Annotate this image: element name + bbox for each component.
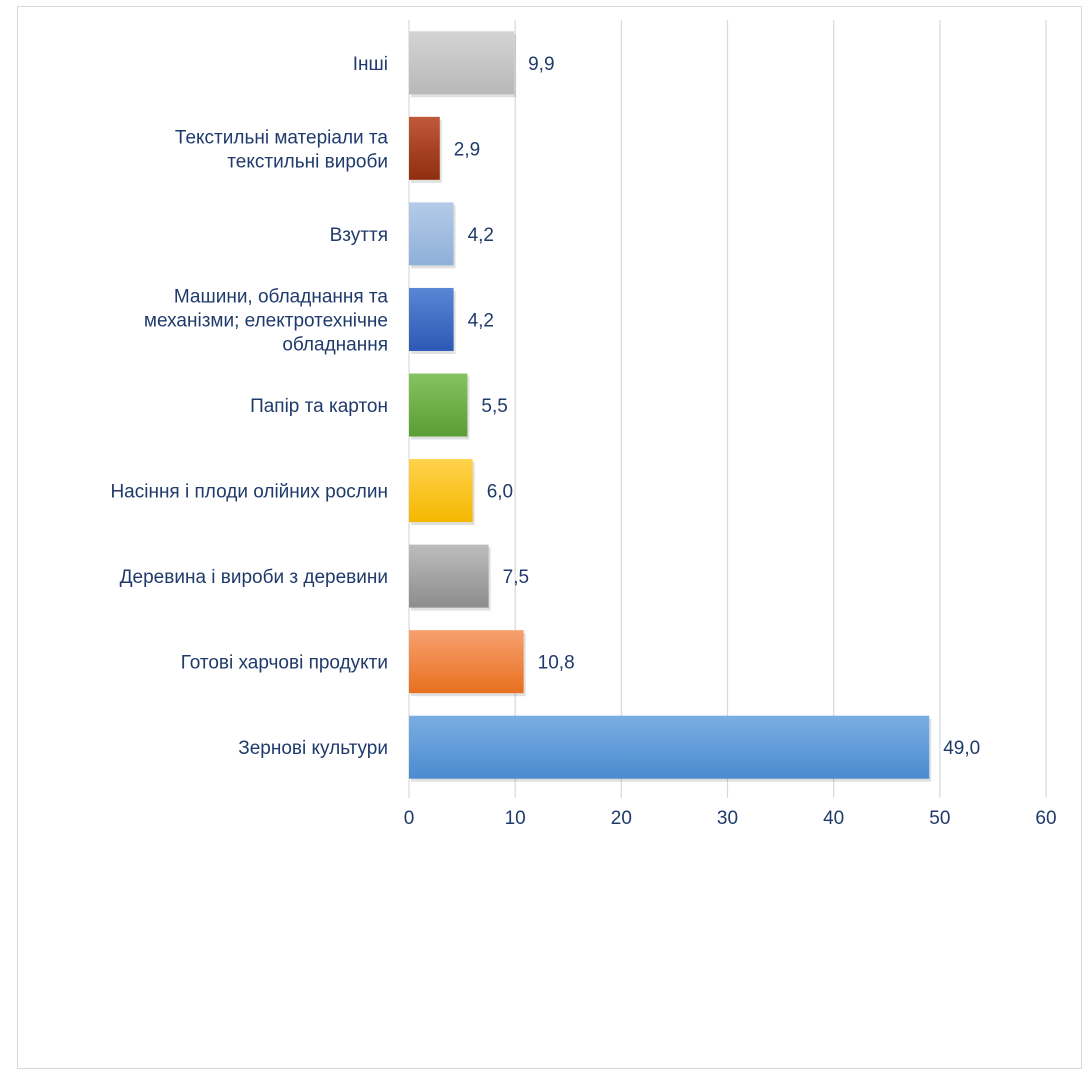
category-label: Зернові культури bbox=[238, 738, 388, 759]
bar bbox=[409, 116, 440, 180]
data-label: 9,9 bbox=[528, 54, 554, 75]
data-label: 6,0 bbox=[487, 482, 513, 503]
bar bbox=[409, 31, 515, 95]
bar bbox=[409, 544, 489, 608]
x-tick-label: 30 bbox=[717, 808, 738, 829]
category-label: Готові харчові продукти bbox=[181, 653, 388, 674]
x-tick-labels: 0 10 20 30 40 50 60 bbox=[404, 808, 1057, 829]
data-label: 4,2 bbox=[468, 310, 494, 331]
x-tick-label: 60 bbox=[1035, 808, 1056, 829]
x-tick-label: 10 bbox=[505, 808, 526, 829]
bar bbox=[409, 459, 473, 523]
category-label: Насіння і плоди олійних рослин bbox=[110, 482, 388, 503]
x-tick-label: 40 bbox=[823, 808, 844, 829]
x-tick-label: 0 bbox=[404, 808, 415, 829]
bar bbox=[409, 202, 454, 266]
data-label: 4,2 bbox=[468, 225, 494, 246]
bars bbox=[409, 31, 932, 782]
category-labels: Інші Текстильні матеріали та текстильні ви… bbox=[110, 54, 388, 759]
data-label: 49,0 bbox=[943, 738, 980, 759]
category-label: Папір та картон bbox=[250, 396, 388, 417]
data-label: 7,5 bbox=[503, 567, 529, 588]
category-label: Деревина і вироби з деревини bbox=[120, 567, 388, 588]
bar bbox=[409, 630, 524, 694]
category-label: Взуття bbox=[330, 225, 388, 246]
data-label: 10,8 bbox=[538, 653, 575, 674]
x-tick-label: 50 bbox=[929, 808, 950, 829]
bar bbox=[409, 715, 930, 779]
x-tick-label: 20 bbox=[611, 808, 632, 829]
category-label: Інші bbox=[353, 54, 388, 75]
category-label: Машини, обладнання та механізми; електрот… bbox=[144, 286, 389, 355]
data-label: 2,9 bbox=[454, 139, 480, 160]
chart-frame bbox=[17, 6, 1082, 1069]
bar bbox=[409, 287, 454, 351]
data-label: 5,5 bbox=[481, 396, 507, 417]
bar bbox=[409, 373, 468, 437]
category-label: Текстильні матеріали та текстильні вироби bbox=[175, 127, 389, 172]
value-labels: 9,9 2,9 4,2 4,2 5,5 6,0 7,5 10,8 49,0 bbox=[454, 54, 980, 759]
